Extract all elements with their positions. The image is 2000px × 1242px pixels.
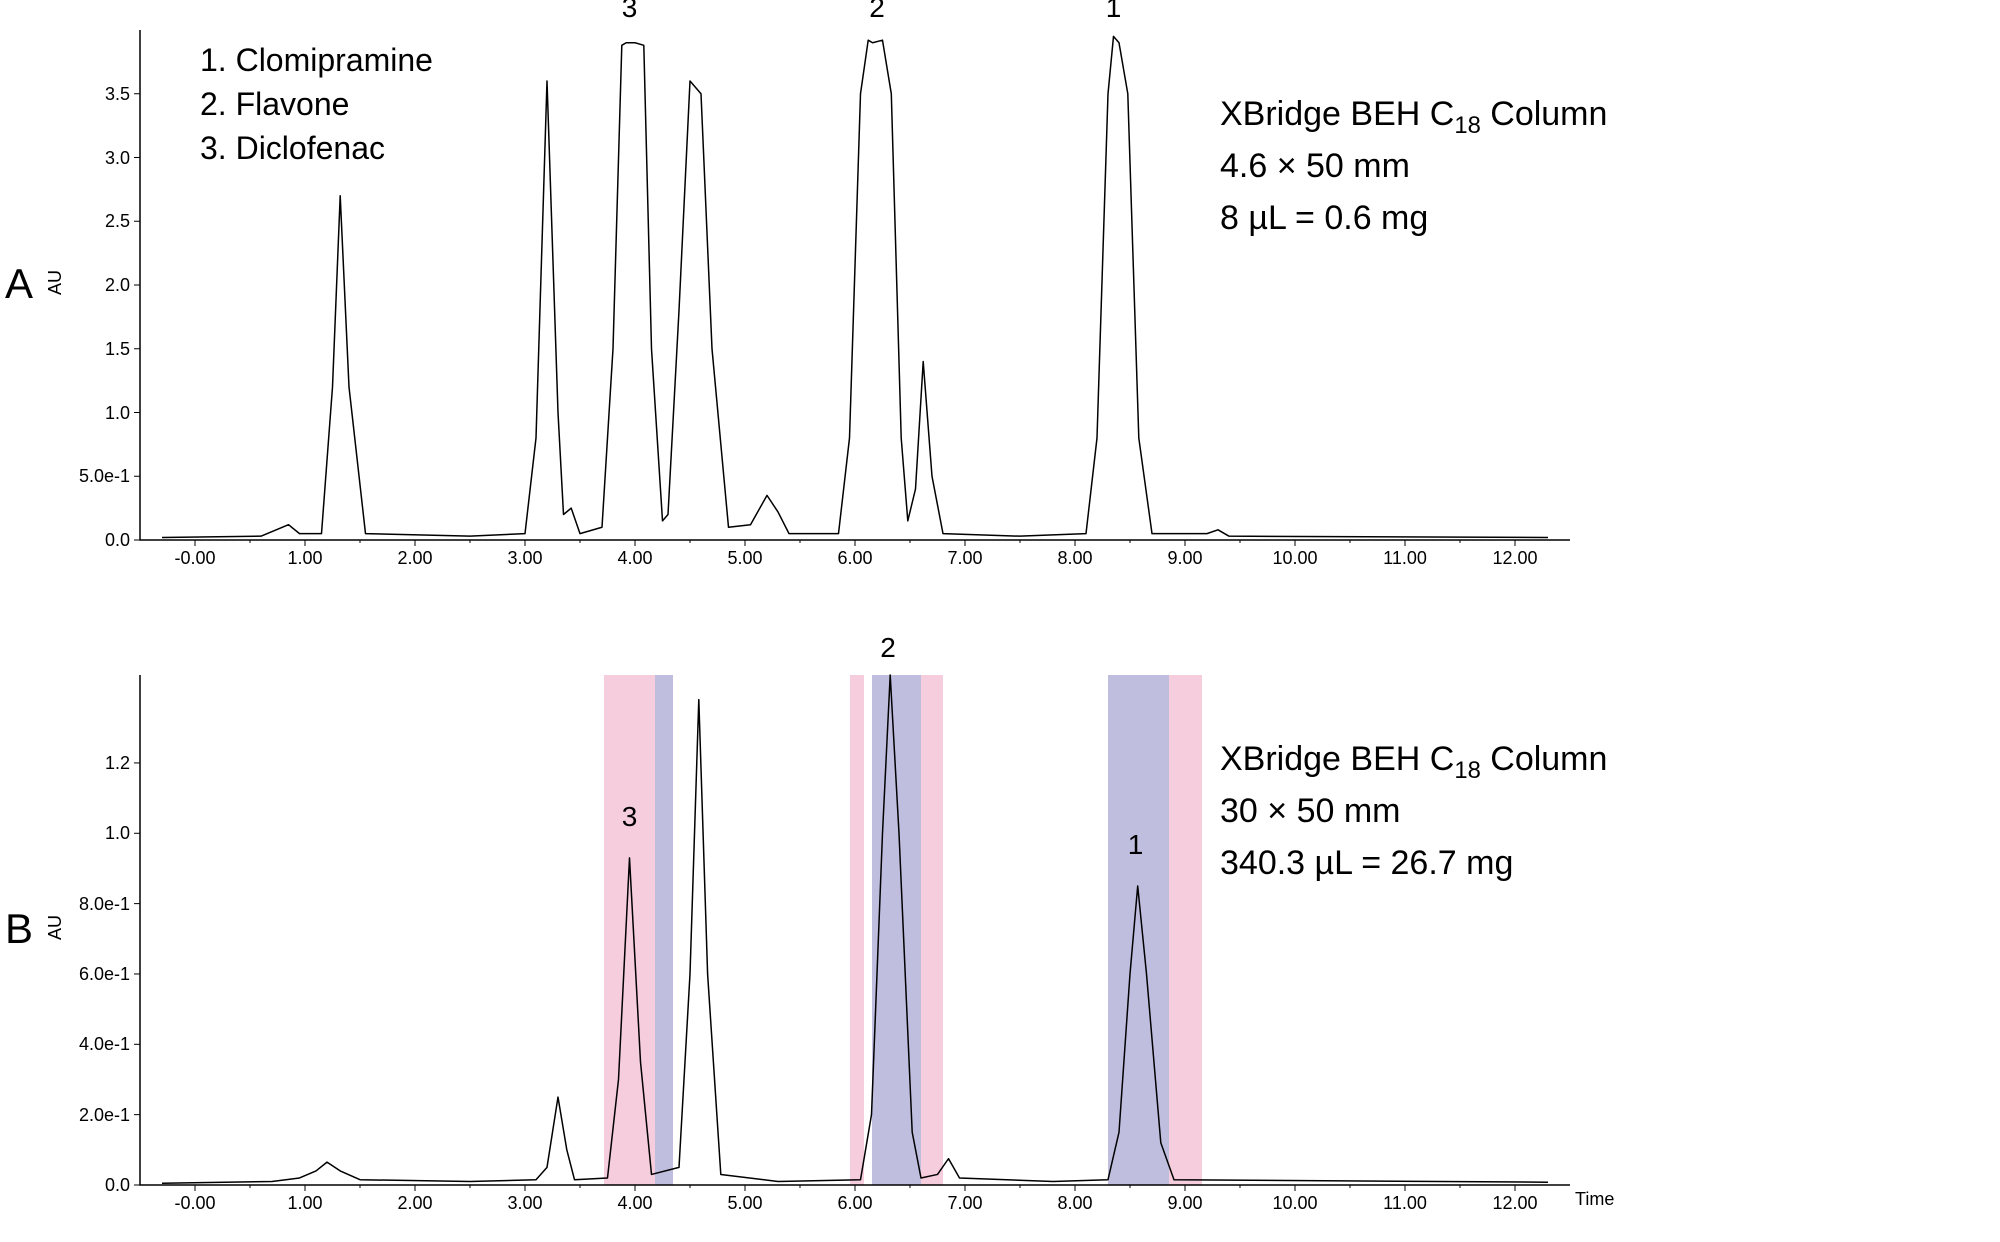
y-axis-title: AU [45, 915, 66, 940]
x-tick-label: -0.00 [170, 1193, 220, 1214]
x-tick-label: 11.00 [1380, 1193, 1430, 1214]
peak-label: 1 [1124, 829, 1148, 861]
x-tick-label: 4.00 [610, 1193, 660, 1214]
x-tick-label: 3.00 [500, 1193, 550, 1214]
column-info-line: 340.3 µL = 26.7 mg [1220, 844, 1720, 883]
y-tick-label: 1.2 [65, 753, 130, 774]
x-tick-label: 12.00 [1490, 548, 1540, 569]
peak-label: 1 [1102, 0, 1126, 24]
panel-label: A [5, 260, 33, 308]
y-tick-label: 3.5 [65, 84, 130, 105]
y-tick-label: 1.0 [65, 823, 130, 844]
y-tick-label: 0.0 [65, 530, 130, 551]
x-tick-label: 1.00 [280, 1193, 330, 1214]
x-axis-title: Time [1575, 1189, 1614, 1210]
y-tick-label: 2.0e-1 [65, 1105, 130, 1126]
panel-b: -0.001.002.003.004.005.006.007.008.009.0… [140, 675, 1570, 1185]
x-tick-label: 9.00 [1160, 1193, 1210, 1214]
column-info-line: 30 × 50 mm [1220, 792, 1720, 831]
x-tick-label: 3.00 [500, 548, 550, 569]
x-tick-label: 10.00 [1270, 548, 1320, 569]
x-tick-label: 2.00 [390, 1193, 440, 1214]
y-axis-title: AU [45, 270, 66, 295]
y-tick-label: 5.0e-1 [65, 466, 130, 487]
x-tick-label: 6.00 [830, 1193, 880, 1214]
x-tick-label: 10.00 [1270, 1193, 1320, 1214]
y-tick-label: 4.0e-1 [65, 1034, 130, 1055]
x-tick-label: 8.00 [1050, 548, 1100, 569]
x-tick-label: 5.00 [720, 1193, 770, 1214]
y-tick-label: 1.5 [65, 339, 130, 360]
y-tick-label: 6.0e-1 [65, 964, 130, 985]
panel-a: -0.001.002.003.004.005.006.007.008.009.0… [140, 30, 1570, 540]
x-tick-label: 9.00 [1160, 548, 1210, 569]
x-tick-label: 8.00 [1050, 1193, 1100, 1214]
legend-item: 3. Diclofenac [200, 130, 385, 167]
x-tick-label: 4.00 [610, 548, 660, 569]
y-tick-label: 3.0 [65, 148, 130, 169]
peak-label: 3 [618, 801, 642, 833]
peak-label: 2 [876, 632, 900, 664]
x-tick-label: 7.00 [940, 1193, 990, 1214]
y-tick-label: 0.0 [65, 1175, 130, 1196]
peak-label: 3 [618, 0, 642, 24]
column-info-line: XBridge BEH C18 Column [1220, 95, 1720, 140]
x-tick-label: 11.00 [1380, 548, 1430, 569]
y-tick-label: 2.0 [65, 275, 130, 296]
y-tick-label: 8.0e-1 [65, 894, 130, 915]
column-info-line: 4.6 × 50 mm [1220, 147, 1720, 186]
x-tick-label: 12.00 [1490, 1193, 1540, 1214]
x-tick-label: 6.00 [830, 548, 880, 569]
x-tick-label: 1.00 [280, 548, 330, 569]
x-tick-label: 7.00 [940, 548, 990, 569]
x-tick-label: 5.00 [720, 548, 770, 569]
x-tick-label: -0.00 [170, 548, 220, 569]
peak-label: 2 [865, 0, 889, 24]
legend-item: 2. Flavone [200, 86, 349, 123]
legend-item: 1. Clomipramine [200, 42, 433, 79]
x-tick-label: 2.00 [390, 548, 440, 569]
y-tick-label: 1.0 [65, 403, 130, 424]
y-tick-label: 2.5 [65, 211, 130, 232]
column-info-line: 8 µL = 0.6 mg [1220, 199, 1720, 238]
column-info-line: XBridge BEH C18 Column [1220, 740, 1720, 785]
panel-label: B [5, 905, 33, 953]
